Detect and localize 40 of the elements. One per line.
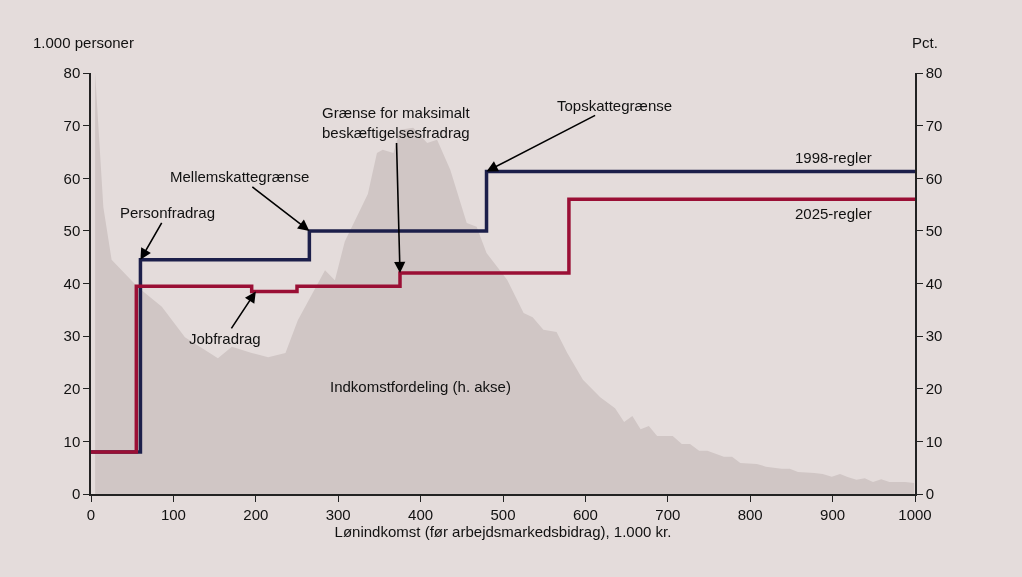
x-tick-label: 1000 <box>898 505 932 523</box>
y-tick-label: 40 <box>63 274 81 292</box>
y2-tick-label: 50 <box>925 222 943 240</box>
y-tick-label: 30 <box>63 327 81 345</box>
x-axis-title: Lønindkomst (før arbejdsmarkedsbidrag), 1.000 kr. <box>334 522 672 540</box>
y2-axis-title: Pct. <box>912 34 938 51</box>
y-tick-label: 70 <box>63 116 81 134</box>
x-tick-label: 300 <box>325 505 351 523</box>
annotation: Personfradrag <box>120 204 216 221</box>
x-tick-label: 700 <box>655 505 681 523</box>
y2-tick-label: 30 <box>925 327 943 345</box>
series-label: 1998-regler <box>795 149 872 166</box>
x-tick-label: 500 <box>490 505 516 523</box>
x-tick-label: 600 <box>572 505 598 523</box>
y2-tick-label: 80 <box>925 64 943 82</box>
y-tick-label: 60 <box>63 169 81 187</box>
annotation: Jobfradrag <box>189 330 261 347</box>
x-tick-label: 0 <box>86 505 96 523</box>
annotation: Mellemskattegrænse <box>170 168 310 185</box>
series-label: 2025-regler <box>795 205 872 222</box>
x-tick-label: 900 <box>820 505 846 523</box>
y-tick-label: 20 <box>63 380 81 397</box>
y-tick-label: 50 <box>63 222 81 240</box>
y2-tick-label: 60 <box>925 169 943 187</box>
annotation: Grænse for maksimalt beskæftigelsesfradrag <box>322 104 471 141</box>
y-axis-title: 1.000 personer <box>33 34 134 51</box>
x-tick-label: 200 <box>243 505 269 523</box>
x-tick-label: 800 <box>737 505 763 523</box>
x-tick-label: 400 <box>408 505 434 523</box>
y2-tick-label: 70 <box>925 116 943 134</box>
y-tick-label: 0 <box>71 485 81 503</box>
annotation: Indkomstfordeling (h. akse) <box>330 378 511 395</box>
y2-tick-label: 20 <box>925 380 943 397</box>
y-tick-label: 10 <box>63 432 81 450</box>
y2-tick-label: 10 <box>925 432 943 450</box>
annotation: Topskattegrænse <box>557 97 673 114</box>
y2-tick-label: 0 <box>925 485 935 503</box>
y2-tick-label: 40 <box>925 274 943 292</box>
x-tick-label: 100 <box>160 505 186 523</box>
y-tick-label: 80 <box>63 64 81 82</box>
